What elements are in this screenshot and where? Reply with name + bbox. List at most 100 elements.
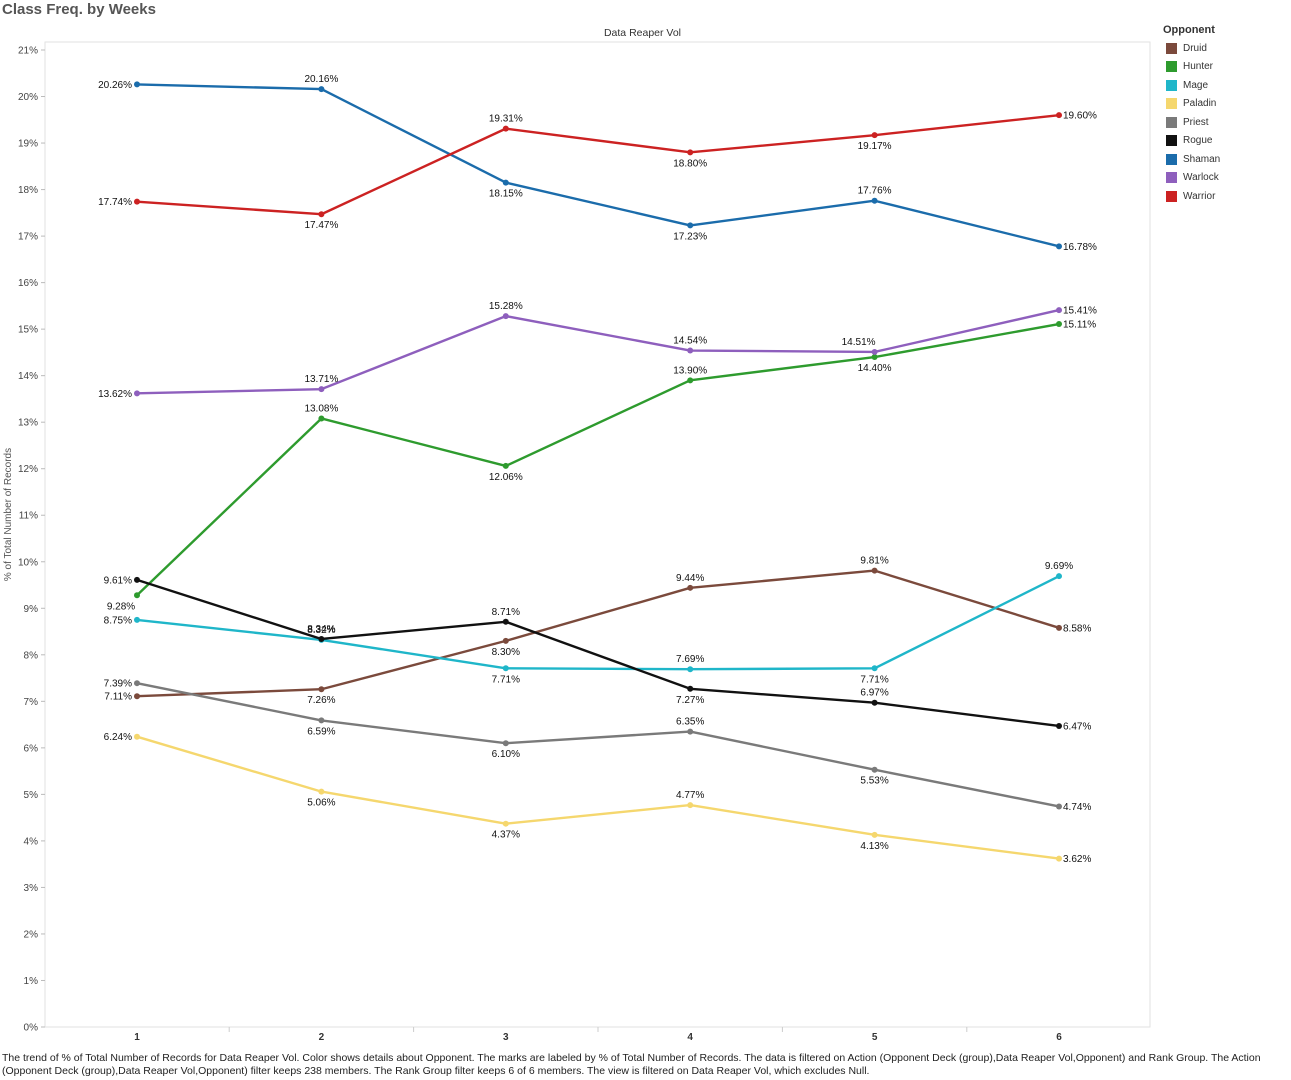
legend-title: Opponent xyxy=(1163,24,1215,36)
data-label-mage: 8.75% xyxy=(104,615,132,626)
legend-item-paladin[interactable]: Paladin xyxy=(1160,95,1285,114)
data-point-shaman xyxy=(1056,243,1062,250)
data-point-priest xyxy=(871,766,878,773)
x-tick-label: 4 xyxy=(687,1032,693,1043)
data-point-druid xyxy=(1056,624,1062,631)
data-point-warrior xyxy=(318,211,325,218)
legend-label: Rogue xyxy=(1183,135,1213,147)
data-point-druid xyxy=(687,584,694,591)
data-point-druid xyxy=(318,686,325,693)
data-label-rogue: 7.27% xyxy=(676,695,704,706)
legend-label: Druid xyxy=(1183,42,1207,54)
legend-swatch xyxy=(1166,61,1177,73)
data-point-hunter xyxy=(318,415,325,422)
data-label-hunter: 14.40% xyxy=(858,363,892,374)
data-label-rogue: 9.61% xyxy=(104,575,132,586)
legend-label: Mage xyxy=(1183,79,1209,91)
data-label-mage: 9.69% xyxy=(1045,561,1073,572)
y-tick-label: 3% xyxy=(24,883,39,894)
data-label-warlock: 14.54% xyxy=(673,336,707,347)
data-point-hunter xyxy=(1056,321,1062,328)
legend-swatch xyxy=(1166,116,1177,128)
data-point-warrior xyxy=(134,198,140,205)
y-tick-label: 10% xyxy=(18,557,38,568)
data-label-hunter: 9.28% xyxy=(107,601,135,612)
data-label-warlock: 13.71% xyxy=(304,374,338,385)
legend-items: Druid Hunter Mage Paladin Priest Rogue Shaman W… xyxy=(1160,39,1285,206)
data-point-shaman xyxy=(502,179,509,186)
legend-item-priest[interactable]: Priest xyxy=(1160,113,1285,132)
chart-title: Data Reaper Vol xyxy=(604,27,681,39)
y-axis-label: % of Total Number of Records xyxy=(3,448,14,581)
data-point-paladin xyxy=(1056,855,1062,862)
data-point-warlock xyxy=(1056,307,1062,314)
data-label-warrior: 17.74% xyxy=(98,197,132,208)
data-point-priest xyxy=(687,728,694,735)
data-label-mage: 8.32% xyxy=(307,625,335,636)
series-line-paladin xyxy=(136,735,1060,860)
data-label-rogue: 8.71% xyxy=(492,607,520,618)
series-line-shaman xyxy=(136,83,1060,248)
data-point-mage xyxy=(502,665,509,672)
series-line-rogue xyxy=(136,578,1060,728)
chart-caption: The trend of % of Total Number of Record… xyxy=(2,1052,1261,1077)
series-line-hunter xyxy=(136,322,1060,597)
legend-item-druid[interactable]: Druid xyxy=(1160,39,1285,58)
y-tick-label: 19% xyxy=(18,139,38,150)
series-line-mage xyxy=(136,575,1060,671)
legend-swatch xyxy=(1166,79,1177,91)
data-label-warlock: 14.51% xyxy=(842,337,876,348)
y-tick-label: 0% xyxy=(24,1023,39,1034)
y-tick-label: 4% xyxy=(24,836,39,847)
legend-swatch xyxy=(1166,172,1177,184)
plot-frame xyxy=(44,41,1151,1028)
data-label-priest: 4.74% xyxy=(1063,802,1091,813)
data-point-warrior xyxy=(502,125,509,132)
legend-item-mage[interactable]: Mage xyxy=(1160,76,1285,95)
data-point-mage xyxy=(871,665,878,672)
data-point-warrior xyxy=(687,149,694,156)
data-label-mage: 7.71% xyxy=(860,674,888,685)
y-tick-label: 2% xyxy=(24,929,39,940)
data-point-paladin xyxy=(318,788,325,795)
data-label-priest: 6.59% xyxy=(307,726,335,737)
data-label-druid: 7.26% xyxy=(307,695,335,706)
data-point-druid xyxy=(502,637,509,644)
y-tick-label: 21% xyxy=(18,46,38,57)
x-tick-label: 2 xyxy=(319,1032,325,1043)
data-point-rogue xyxy=(1056,722,1062,729)
legend: Opponent Druid Hunter Mage Paladin Priest Rog… xyxy=(1160,24,1285,206)
x-tick-label: 5 xyxy=(872,1032,878,1043)
data-label-warlock: 13.62% xyxy=(98,389,132,400)
data-label-paladin: 6.24% xyxy=(104,732,132,743)
y-tick-label: 17% xyxy=(18,232,38,243)
y-tick-label: 13% xyxy=(18,418,38,429)
legend-swatch xyxy=(1166,42,1177,54)
data-label-paladin: 4.37% xyxy=(492,830,520,841)
y-tick-label: 7% xyxy=(24,697,39,708)
data-label-hunter: 13.90% xyxy=(673,365,707,376)
data-point-rogue xyxy=(502,618,509,625)
legend-item-rogue[interactable]: Rogue xyxy=(1160,132,1285,151)
data-label-priest: 6.10% xyxy=(492,749,520,760)
data-point-shaman xyxy=(134,81,140,88)
legend-swatch xyxy=(1166,135,1177,147)
x-tick-label: 1 xyxy=(134,1032,140,1043)
data-point-warlock xyxy=(134,390,140,397)
legend-swatch xyxy=(1166,98,1177,110)
series-line-warlock xyxy=(136,308,1060,395)
legend-item-warlock[interactable]: Warlock xyxy=(1160,169,1285,188)
data-label-mage: 7.69% xyxy=(676,654,704,665)
data-label-shaman: 17.23% xyxy=(673,231,707,242)
legend-item-hunter[interactable]: Hunter xyxy=(1160,58,1285,77)
data-point-shaman xyxy=(871,197,878,204)
legend-label: Warrior xyxy=(1183,190,1216,202)
data-point-warrior xyxy=(871,132,878,139)
page-title: Class Freq. by Weeks xyxy=(2,1,156,18)
data-point-paladin xyxy=(871,831,878,838)
data-point-paladin xyxy=(502,820,509,827)
legend-item-warrior[interactable]: Warrior xyxy=(1160,187,1285,206)
data-point-priest xyxy=(318,717,325,724)
data-label-warrior: 19.17% xyxy=(858,141,892,152)
legend-item-shaman[interactable]: Shaman xyxy=(1160,150,1285,169)
